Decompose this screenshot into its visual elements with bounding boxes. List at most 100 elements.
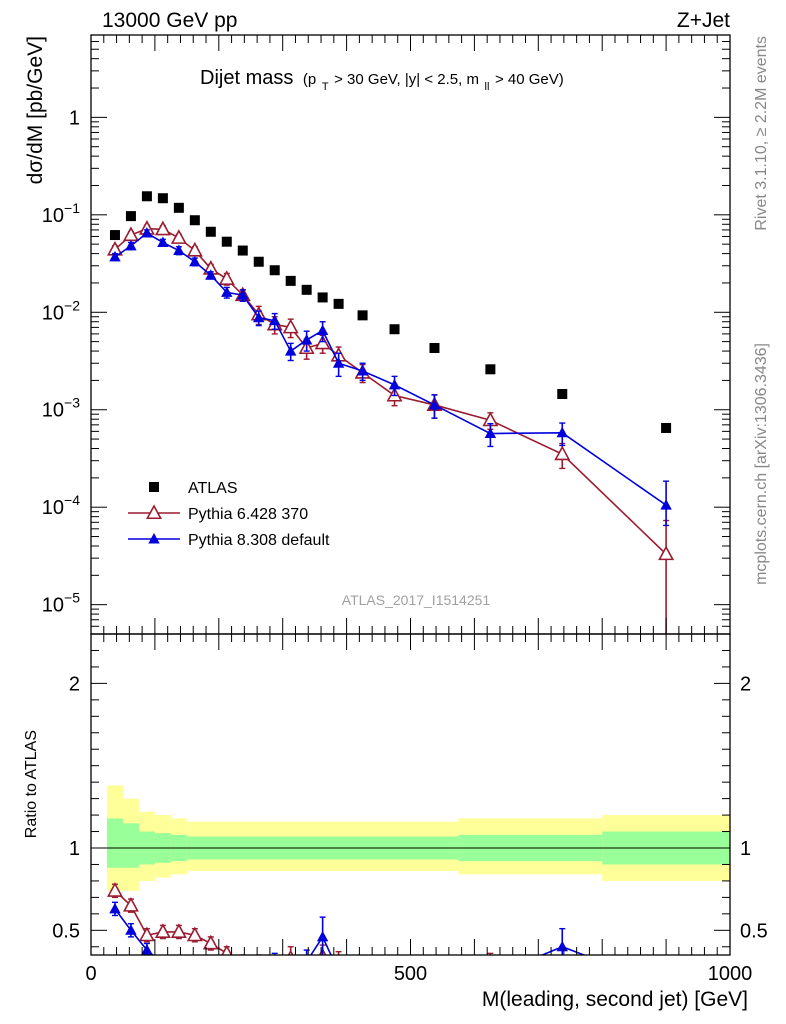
x-axis-label: M(leading, second jet) [GeV]: [482, 988, 748, 1011]
pythia8-point: [269, 314, 281, 326]
plot-title: Dijet mass (p T > 30 GeV, |y| < 2.5, m l…: [200, 67, 564, 95]
y-tick-label: 10−2: [42, 297, 80, 324]
title-cuts-mid: > 30 GeV, |y| < 2.5, m: [334, 71, 479, 88]
pythia8-ratio-point: [141, 944, 153, 955]
pythia6-ratio-point: [154, 923, 171, 939]
atlas-point: [173, 202, 184, 213]
pythia8-ratio-point: [189, 957, 200, 968]
pythia8-point: [316, 324, 329, 336]
pythia8-point: [237, 289, 249, 300]
pythia6-ratio-point: [242, 954, 244, 955]
pythia6-point: [154, 220, 171, 236]
side-label-bottom: mcplots.cern.ch [arXiv:1306.3436]: [753, 343, 770, 585]
title-cuts-pt-sub: T: [322, 81, 329, 93]
pythia6-ratio-point: [300, 964, 313, 976]
pythia6-ratio: [106, 882, 494, 976]
atlas-point: [269, 265, 280, 276]
legend-label: ATLAS: [188, 480, 238, 497]
pythia8-point: [157, 236, 169, 248]
atlas-point: [109, 230, 120, 241]
title-main: Dijet mass: [200, 67, 293, 89]
ratio-tick-label-left: 0.5: [52, 920, 80, 942]
y-axis-label: dσ/dM [pb/GeV]: [24, 36, 47, 184]
atlas-point: [253, 256, 264, 267]
pythia8-point: [253, 311, 265, 323]
pythia8-point: [284, 345, 297, 356]
y-tick-label: 10−1: [42, 200, 80, 227]
atlas-point: [485, 364, 496, 375]
atlas-point: [205, 226, 216, 237]
band-inner-segment: [106, 818, 123, 868]
atlas-point: [189, 215, 200, 226]
pythia8-ratio-point: [357, 962, 368, 973]
pythia8-line: [114, 232, 667, 506]
pythia6-ratio-point: [490, 954, 491, 955]
pythia8-ratio-point: [269, 957, 280, 968]
analysis-id: ATLAS_2017_I1514251: [342, 592, 491, 608]
pythia8-ratio-point: [333, 965, 344, 976]
atlas-point: [221, 236, 232, 247]
pythia8-point: [205, 269, 217, 280]
legend-atlas-marker: [149, 482, 159, 492]
x-tick-label: 500: [394, 963, 427, 985]
pythia6-ratio-point: [268, 960, 281, 972]
pythia6-ratio-point: [202, 934, 219, 950]
pythia6-ratio-point: [138, 926, 155, 942]
pythia6-ratio-point: [356, 963, 369, 975]
atlas-point: [301, 284, 312, 295]
legend-label: Pythia 6.428 370: [188, 506, 308, 523]
pythia8-ratio-point: [157, 957, 168, 968]
title-cuts-open: (p: [303, 71, 316, 88]
legend-pythia8-marker: [148, 533, 160, 544]
top-right-label: Z+Jet: [677, 9, 730, 32]
pythia8-ratio-point: [301, 956, 312, 967]
pythia6-point: [186, 241, 203, 257]
pythia6-point: [658, 545, 675, 561]
pythia8-point: [300, 333, 313, 345]
pythia8-ratio-point: [205, 957, 216, 968]
pythia6-ratio-point: [186, 926, 203, 942]
atlas-point: [429, 343, 440, 354]
top-left-label: 13000 GeV pp: [102, 9, 237, 32]
band-inner-segment: [122, 823, 139, 868]
pythia8-ratio: [109, 901, 587, 981]
pythia6-ratio-point: [221, 944, 233, 955]
ratio-y-axis-label: Ratio to ATLAS: [23, 730, 40, 838]
pythia8-ratio-line: [114, 908, 587, 955]
pythia6-ratio-point: [106, 882, 123, 897]
pythia6-point: [218, 270, 235, 285]
pythia8-ratio-point: [485, 970, 496, 981]
title-cuts-close: > 40 GeV): [495, 71, 564, 88]
pythia8-point: [189, 255, 201, 267]
atlas-point: [125, 211, 136, 222]
pythia6-point: [314, 334, 331, 350]
pythia8-ratio-point: [316, 930, 329, 942]
pythia6-point: [554, 445, 571, 461]
pythia8-point: [484, 427, 497, 439]
ratio-tick-label-right: 0.5: [740, 920, 768, 942]
side-label-top: Rivet 3.1.10, ≥ 2.2M events: [753, 36, 770, 231]
pythia8-point: [173, 244, 185, 256]
y-tick-label: 10−3: [42, 395, 80, 422]
pythia8-ratio-point: [173, 957, 184, 968]
main-frame: [90, 34, 731, 635]
atlas-point: [389, 324, 400, 335]
pythia8-series: [109, 227, 672, 527]
pythia8-point: [356, 364, 369, 376]
pythia6-point: [170, 229, 187, 244]
ratio-series: [106, 882, 587, 981]
y-tick-label: 10−5: [42, 590, 80, 617]
ratio-tick-label-left: 1: [69, 838, 80, 860]
pythia8-ratio-point: [429, 964, 440, 975]
ratio-uncertainty-bands: [106, 785, 730, 891]
pythia8-point: [428, 398, 441, 410]
pythia8-ratio-point: [109, 902, 121, 914]
pythia8-ratio-point: [237, 965, 248, 976]
pythia6-point: [122, 226, 139, 242]
pythia6-ratio-point: [252, 958, 265, 970]
atlas-point: [317, 292, 328, 303]
pythia6-ratio-point: [428, 963, 441, 975]
pythia8-point: [221, 286, 233, 297]
atlas-point: [357, 310, 368, 321]
